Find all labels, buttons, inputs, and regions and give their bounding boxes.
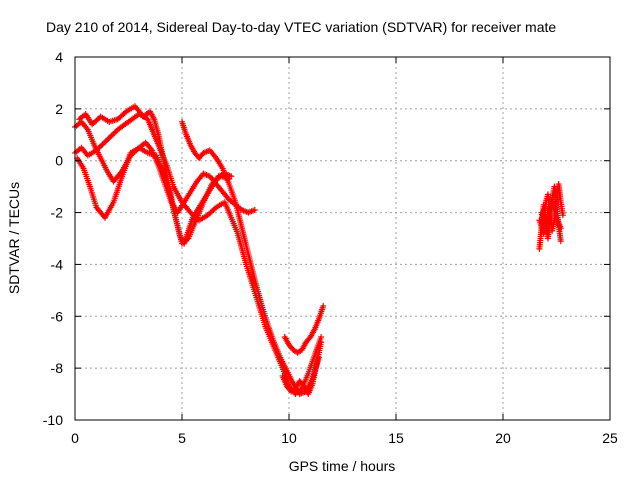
x-tick-label: 10 [281, 430, 297, 446]
series-7 [279, 339, 325, 398]
plot-frame [74, 56, 611, 421]
x-tick-label: 5 [178, 430, 186, 446]
y-tick-label: -2 [51, 205, 64, 221]
chart-title: Day 210 of 2014, Sidereal Day-to-day VTE… [46, 19, 556, 35]
series-6 [281, 302, 327, 356]
x-tick-label: 25 [602, 430, 618, 446]
y-axis-label: SDTVAR / TECUs [6, 182, 22, 294]
y-tick-label: 4 [55, 49, 63, 65]
y-tick-label: -4 [51, 256, 64, 272]
series-4 [76, 103, 235, 247]
x-tick-label: 15 [388, 430, 404, 446]
x-axis-label: GPS time / hours [289, 458, 396, 474]
x-tick-label: 20 [495, 430, 511, 446]
x-tick-label: 0 [71, 430, 79, 446]
plot-area [72, 103, 566, 398]
series-point-markers [76, 103, 235, 247]
series-point-markers [281, 302, 327, 356]
series-point-markers [279, 339, 325, 398]
y-tick-label: -6 [51, 308, 64, 324]
y-tick-label: 0 [55, 153, 63, 169]
grid [75, 57, 610, 420]
series-point-markers [536, 199, 564, 237]
y-tick-label: -10 [43, 412, 63, 428]
series-point-markers [179, 118, 322, 398]
y-tick-label: -8 [51, 360, 64, 376]
y-tick-label: 2 [55, 101, 63, 117]
series-10 [536, 199, 564, 237]
